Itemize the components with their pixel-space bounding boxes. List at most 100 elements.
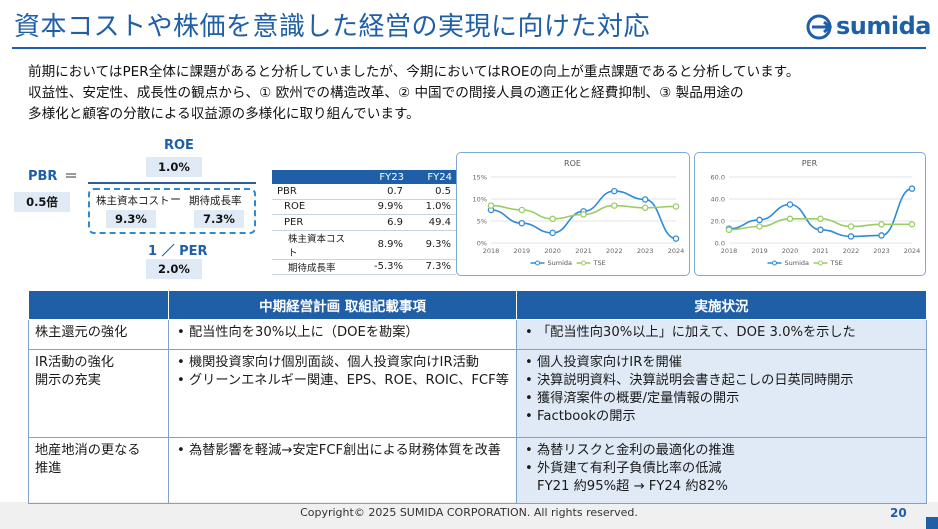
topic-text: 推進 [35, 461, 62, 476]
roe-chart-svg: ROE 0% 5% 10% 15% 2018 2019 2020 2021 2022 2023 202… [473, 159, 685, 267]
topic-cell: 地産地消の更なる 推進 [28, 437, 169, 504]
x-tick-label: 2024 [904, 247, 921, 255]
logo-text: sumida [836, 12, 931, 40]
company-logo: sumida [806, 12, 931, 42]
list-item: 外貨建て有利子負債比率の低減 [523, 460, 920, 478]
table-row: 地産地消の更なる 推進 為替影響を軽減→安定FCF創出による財務体質を改善 為替… [28, 437, 927, 504]
data-point [908, 185, 916, 192]
table-row: ROE 9.9% 1.0% [272, 199, 456, 215]
cost-of-equity-value: 9.3% [106, 210, 156, 228]
metric-value: 7.3% [408, 259, 456, 275]
list-item: グリーンエネルギー関連、EPS、ROE、ROIC、FCF等 [175, 372, 510, 390]
inverse-per-value: 2.0% [146, 259, 202, 279]
topic-text: 株主還元の強化 [35, 325, 128, 340]
plan-cell: 配当性向を30%以上に（DOEを勘案） [168, 319, 517, 350]
status-cell: 為替リスクと金利の最適化の推進 外貨建て有利子負債比率の低減 FY21 約95%… [516, 437, 927, 504]
x-tick-label: 2020 [782, 247, 799, 255]
header-cell [28, 290, 169, 320]
table-row: 株主資本コスト 8.9% 9.3% [272, 230, 456, 260]
data-point [725, 226, 733, 234]
table-row: 株主還元の強化 配当性向を30%以上に（DOEを勘案） 「配当性向30%以上」に… [28, 319, 927, 350]
legend-label: Sumida [785, 259, 810, 267]
metric-value: 6.9 [352, 214, 408, 231]
intro-paragraph: 前期においてはPER全体に課題があると分析していましたが、今期においてはROEの… [28, 62, 928, 125]
status-cell: 「配当性向30%以上」に加えて、DOE 3.0%を示した [516, 319, 927, 350]
list-item: 決算説明資料、決算説明会書き起こしの日英同時開示 [523, 372, 920, 390]
chart-title: PER [802, 159, 818, 168]
data-point [549, 215, 556, 223]
legend-label: TSE [593, 259, 606, 267]
data-point [756, 223, 763, 230]
x-tick-label: 2021 [812, 247, 829, 255]
debt-ratio-change: FY21 約95%超 → FY24 約82% [537, 479, 728, 494]
metric-name: ROE [272, 199, 352, 215]
intro-line: 収益性、安定性、成長性の観点から、① 欧州での構造改革、② 中国での間接人員の適… [28, 85, 744, 101]
roe-label: ROE [164, 138, 194, 153]
data-point [847, 233, 855, 240]
metrics-header [272, 170, 352, 184]
data-point [611, 202, 618, 209]
data-point [518, 206, 526, 214]
table-row: IR活動の強化 開示の充実 機関投資家向け個別面談、個人投資家向けIR活動 グリ… [28, 349, 927, 438]
x-tick-label: 2024 [668, 247, 685, 255]
metric-value: 0.7 [352, 184, 408, 200]
data-point [641, 204, 649, 212]
footer-band [0, 502, 938, 529]
data-point [611, 187, 618, 195]
corner-accent [926, 517, 938, 529]
expected-growth-value: 7.3% [194, 210, 244, 228]
data-point [487, 202, 495, 209]
intro-line: 多様化と顧客の分散による収益源の多様化に取り組んでいます。 [28, 106, 420, 122]
metric-value: 9.3% [408, 230, 456, 260]
page-title: 資本コストや株価を意識した経営の実現に向けた対応 [14, 12, 651, 42]
list-item: Factbookの開示 [523, 408, 920, 426]
data-point [672, 235, 680, 242]
data-point [786, 201, 794, 208]
equals-sign: ＝ [64, 169, 78, 185]
data-point [878, 232, 885, 239]
legend-marker [535, 260, 540, 266]
chart-title: ROE [564, 159, 581, 168]
minus-sign: ー [170, 193, 181, 206]
metrics-header: FY23 [352, 170, 408, 184]
topic-cell: 株主還元の強化 [28, 319, 169, 350]
expected-growth-label: 期待成長率 [189, 195, 242, 207]
list-item: 「配当性向30%以上」に加えて、DOE 3.0%を示した [523, 324, 920, 342]
metric-name: 株主資本コスト [272, 230, 352, 260]
x-tick-label: 2022 [843, 247, 860, 255]
table-row: PER 6.9 49.4 [272, 214, 456, 231]
x-tick-label: 2019 [751, 247, 768, 255]
data-point [817, 226, 824, 234]
page-number: 20 [890, 506, 907, 520]
metric-value: 0.5 [408, 184, 456, 200]
data-point [518, 219, 526, 227]
plan-cell: 為替影響を軽減→安定FCF創出による財務体質を改善 [168, 437, 517, 504]
y-tick-label: 0.0 [715, 240, 725, 248]
data-point [580, 211, 587, 218]
x-tick-label: 2021 [575, 247, 592, 255]
table-row: 期待成長率 -5.3% 7.3% [272, 259, 456, 275]
y-tick-label: 10% [473, 196, 487, 204]
data-point [908, 221, 916, 228]
list-item: 配当性向を30%以上に（DOEを勘案） [175, 324, 510, 342]
x-tick-label: 2018 [483, 247, 500, 255]
header-cell: 実施状況 [516, 290, 927, 320]
pbr-label: PBR [28, 169, 58, 184]
data-point [756, 216, 763, 224]
cost-of-equity-label: 株主資本コスト [96, 195, 170, 207]
metrics-header: FY24 [408, 170, 456, 184]
per-chart-svg: PER 0.0 20.0 40.0 60.0 2018 2019 2020 2021 2022 20… [711, 159, 921, 267]
data-point [672, 203, 680, 210]
y-tick-label: 40.0 [711, 196, 725, 204]
fraction-line [88, 182, 256, 184]
topic-cell: IR活動の強化 開示の充実 [28, 349, 169, 438]
y-tick-label: 5% [477, 218, 487, 226]
list-item: 機関投資家向け個別面談、個人投資家向けIR活動 [175, 354, 510, 372]
x-tick-label: 2018 [721, 247, 738, 255]
metrics-table: FY23 FY24 PBR 0.7 0.5 ROE 9.9% 1.0% PER … [272, 170, 456, 275]
legend-marker [818, 260, 823, 266]
copyright-text: Copyright© 2025 SUMIDA CORPORATION. All … [300, 506, 638, 519]
pbr-value: 0.5倍 [14, 192, 70, 212]
roe-chart: ROE 0% 5% 10% 15% 2018 2019 2020 2021 2022 2023 202… [456, 152, 690, 276]
y-tick-label: 20.0 [711, 218, 725, 226]
